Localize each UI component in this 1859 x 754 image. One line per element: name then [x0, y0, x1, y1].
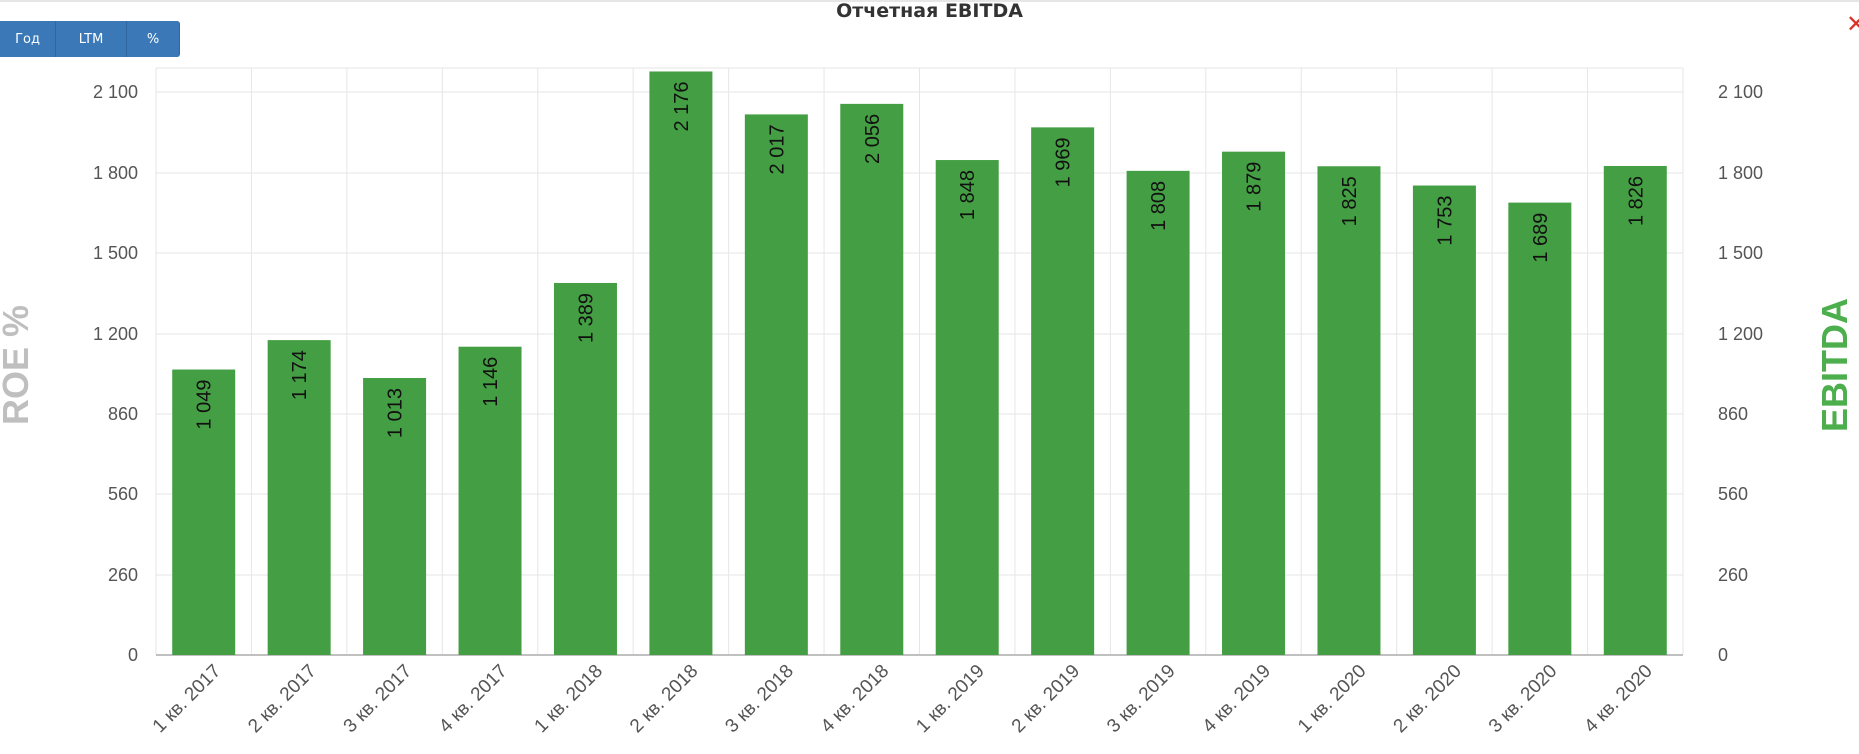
bar-value-label: 1 013 [385, 388, 407, 438]
percent-button[interactable]: % [127, 21, 180, 57]
x-axis-labels: 1 кв. 2017 2 кв. 2017 3 кв. 2017 4 кв. 2017… [149, 661, 1657, 737]
bar-value-label: 1 753 [1434, 196, 1456, 246]
bar-value-label: 1 689 [1530, 213, 1552, 263]
y-tick-label-right: 1 500 [1718, 243, 1763, 263]
y-tick-label-right: 560 [1718, 484, 1748, 504]
x-tick-label: 3 кв. 2019 [1103, 661, 1179, 737]
bar[interactable] [1412, 185, 1476, 656]
chart-title: Отчетная EBITDA [836, 0, 1023, 22]
bar[interactable] [1508, 202, 1572, 655]
year-button[interactable]: Год [0, 21, 56, 57]
x-tick-label: 4 кв. 2020 [1580, 661, 1656, 737]
bars [172, 71, 1667, 656]
bar[interactable] [1126, 170, 1190, 655]
bar[interactable] [1222, 151, 1286, 656]
x-tick-label: 2 кв. 2019 [1008, 661, 1084, 737]
bar[interactable] [363, 378, 427, 655]
y-axis-label-right: EBITDA [1814, 298, 1855, 432]
bar-value-label: 2 176 [671, 81, 693, 131]
y-tick-label-right: 860 [1718, 404, 1748, 424]
bar-value-label: 1 826 [1625, 176, 1647, 226]
bar[interactable] [649, 71, 713, 656]
bar[interactable] [744, 114, 808, 655]
bar-value-label: 2 056 [862, 114, 884, 164]
x-tick-label: 3 кв. 2017 [340, 661, 416, 737]
y-tick-label-left: 260 [108, 565, 138, 585]
y-tick-label-left: 560 [108, 484, 138, 504]
x-tick-label: 1 кв. 2020 [1294, 661, 1370, 737]
y-tick-label-left: 2 100 [93, 82, 138, 102]
x-tick-label: 4 кв. 2018 [817, 661, 893, 737]
bar-value-label: 2 017 [766, 124, 788, 174]
bar-value-label: 1 049 [194, 380, 216, 430]
x-tick-label: 3 кв. 2018 [721, 661, 797, 737]
y-axis-label-left: ROE % [0, 305, 36, 425]
bar-value-label: 1 969 [1053, 137, 1075, 187]
y-tick-label-left: 860 [108, 404, 138, 424]
y-tick-label-right: 2 100 [1718, 82, 1763, 102]
x-tick-label: 3 кв. 2020 [1485, 661, 1561, 737]
bar[interactable] [1031, 127, 1095, 656]
period-toggle-group: Год LTM % [0, 21, 180, 57]
bar-value-label: 1 389 [575, 293, 597, 343]
bar[interactable] [840, 103, 904, 655]
close-icon[interactable]: ✕ [1846, 10, 1859, 38]
bar[interactable] [1317, 166, 1381, 655]
bar-value-label: 1 879 [1244, 162, 1266, 212]
bar-value-label: 1 808 [1148, 181, 1170, 231]
y-tick-label-left: 1 200 [93, 324, 138, 344]
y-tick-label-right: 260 [1718, 565, 1748, 585]
y-tick-label-left: 0 [128, 645, 138, 665]
x-tick-label: 2 кв. 2017 [244, 661, 320, 737]
bar[interactable] [935, 160, 999, 656]
y-tick-label-right: 1 200 [1718, 324, 1763, 344]
x-tick-label: 4 кв. 2019 [1199, 661, 1275, 737]
bar[interactable] [172, 369, 236, 655]
ltm-button[interactable]: LTM [56, 21, 127, 57]
y-tick-label-left: 1 500 [93, 243, 138, 263]
top-border [0, 0, 1859, 2]
y-tick-label-left: 1 800 [93, 163, 138, 183]
x-tick-label: 1 кв. 2019 [912, 661, 988, 737]
x-tick-label: 1 кв. 2018 [531, 661, 607, 737]
bar-value-label: 1 825 [1339, 176, 1361, 226]
y-tick-label-right: 1 800 [1718, 163, 1763, 183]
x-tick-label: 2 кв. 2018 [626, 661, 702, 737]
bar[interactable] [458, 346, 522, 655]
x-tick-label: 1 кв. 2017 [149, 661, 225, 737]
x-tick-label: 2 кв. 2020 [1390, 661, 1466, 737]
bar-value-labels: 1 049 1 174 1 013 1 146 1 389 2 176 2 017 2 056… [194, 81, 1648, 438]
bar-value-label: 1 146 [480, 357, 502, 407]
bar[interactable] [1603, 165, 1667, 656]
bar-value-label: 1 174 [289, 350, 311, 400]
y-tick-label-right: 0 [1718, 645, 1728, 665]
bar[interactable] [553, 282, 617, 655]
x-tick-label: 4 кв. 2017 [435, 661, 511, 737]
bar-value-label: 1 848 [957, 170, 979, 220]
bar[interactable] [267, 340, 331, 655]
axis-ticks: 0 0 260 260 560 560 860 860 1 200 1 200 1 500 1 500… [93, 82, 1763, 665]
